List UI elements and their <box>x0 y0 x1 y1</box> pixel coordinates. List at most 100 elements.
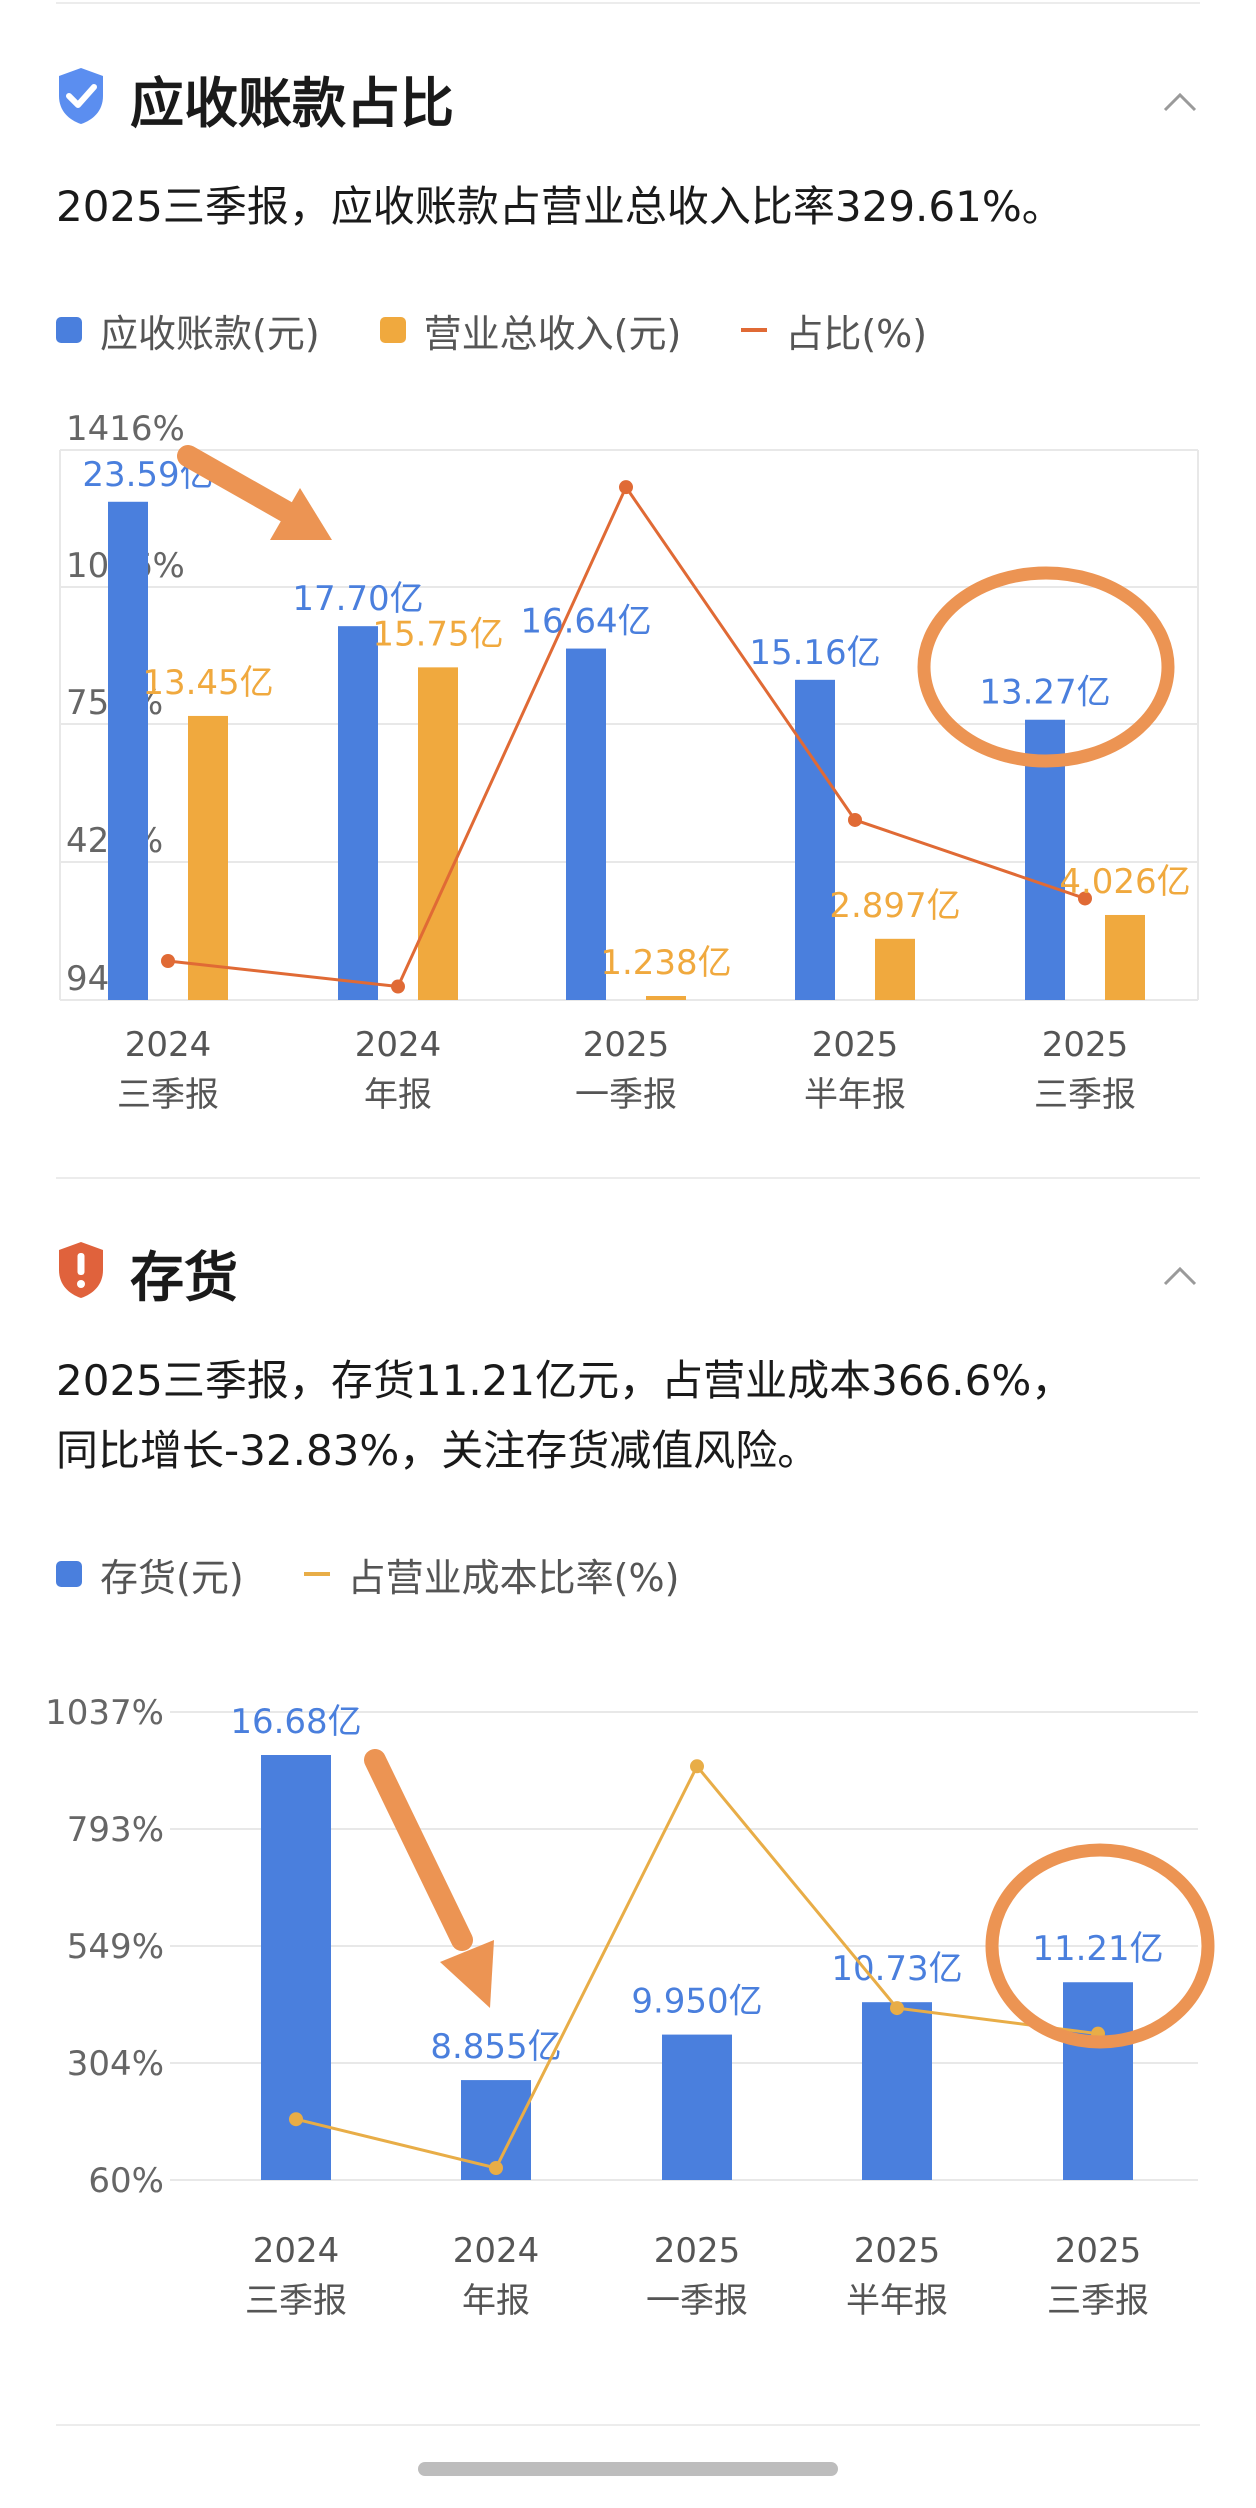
ratio-point <box>391 979 405 994</box>
ratio-point <box>1078 891 1092 906</box>
bar-inventory <box>862 2002 932 2180</box>
inv-collapse-chevron-icon[interactable] <box>1160 1256 1200 1296</box>
legend-label-ratio: 占比(%) <box>785 311 928 356</box>
annotation-arrow-shaft <box>364 1749 473 1951</box>
legend-label-revenue: 营业总收入(元) <box>423 311 682 356</box>
data-label-inventory: 10.73亿 <box>831 1949 962 1989</box>
data-label-revenue: 15.75亿 <box>372 614 503 654</box>
shield-check-icon <box>56 66 106 130</box>
x-tick-label-period: 年报 <box>364 1075 432 1115</box>
cost-ratio-point <box>489 2161 503 2175</box>
bar-inventory <box>662 2034 732 2180</box>
legend-swatch-revenue <box>379 317 406 343</box>
x-tick-label-period: 半年报 <box>804 1075 906 1115</box>
ar-section-title: 应收账款占比 <box>130 71 454 135</box>
legend-item-cost-ratio[interactable]: 占营业成本比率(%) <box>303 1547 680 1602</box>
annotation-arrow-head <box>440 1940 494 2008</box>
x-tick-label-year: 2024 <box>125 1025 212 1065</box>
annotation-arrow-shaft <box>177 445 303 526</box>
x-tick-label-period: 一季报 <box>646 2281 748 2321</box>
legend-label-inventory: 存货(元) <box>100 1555 244 1600</box>
legend-line-ratio <box>741 328 768 332</box>
inv-section-header[interactable]: 存货 <box>56 1236 238 1309</box>
bar-receivables <box>795 679 835 1000</box>
bar-revenue <box>1105 914 1145 1000</box>
x-tick-label-year: 2025 <box>583 1025 670 1065</box>
legend-label-cost-ratio: 占营业成本比率(%) <box>347 1555 680 1600</box>
bar-receivables <box>108 501 148 1000</box>
x-tick-label-year: 2025 <box>654 2231 741 2271</box>
y-tick-label: 60% <box>88 2161 164 2201</box>
data-label-revenue: 13.45亿 <box>142 663 273 703</box>
ratio-point <box>848 812 862 827</box>
bar-inventory <box>1063 1982 1133 2180</box>
annotation-circle <box>985 1843 1215 2049</box>
x-tick-label-year: 2024 <box>253 2231 340 2271</box>
data-label-receivables: 17.70亿 <box>292 579 423 619</box>
x-tick-label-period: 三季报 <box>117 1075 219 1115</box>
annotation-arrow-head <box>270 488 332 540</box>
section-divider <box>56 1177 1200 1179</box>
data-label-revenue: 1.238亿 <box>600 943 731 983</box>
y-tick-label: 793% <box>67 1810 164 1850</box>
bottom-divider <box>56 2424 1200 2426</box>
bar-inventory <box>261 1755 331 2180</box>
inventory-chart: 1037% 793% 549% 304% 60% 16.68亿 8.855亿 9.950亿 10… <box>45 1693 1215 2321</box>
y-tick-label: 1037% <box>45 1693 164 1733</box>
bar-revenue <box>875 938 915 1000</box>
ar-collapse-chevron-icon[interactable] <box>1160 82 1200 122</box>
bar-revenue <box>646 996 686 1000</box>
cost-ratio-point <box>890 2001 904 2016</box>
inv-summary-line-1: 2025三季报，存货11.21亿元，占营业成本366.6%， <box>56 1356 1074 1405</box>
ar-summary-text: 2025三季报，应收账款占营业总收入比率329.61%。 <box>56 182 1064 231</box>
bar-revenue <box>188 715 228 1000</box>
legend-swatch-inventory <box>56 1561 82 1587</box>
data-label-inventory: 9.950亿 <box>631 1982 762 2022</box>
x-tick-label-period: 三季报 <box>1047 2281 1149 2321</box>
legend-item-receivables[interactable]: 应收账款(元) <box>56 303 320 358</box>
cost-ratio-point <box>289 2112 303 2127</box>
home-indicator[interactable] <box>418 2462 838 2476</box>
cost-ratio-point <box>690 1759 704 1774</box>
data-label-revenue: 4.026亿 <box>1059 862 1190 902</box>
legend-swatch-receivables <box>56 317 82 343</box>
inv-summary-line-2: 同比增长-32.83%，关注存货减值风险。 <box>56 1426 820 1475</box>
x-tick-label-year: 2025 <box>1055 2231 1142 2271</box>
x-tick-label-period: 一季报 <box>575 1075 677 1115</box>
legend-item-ratio[interactable]: 占比(%) <box>741 303 927 358</box>
ratio-point <box>161 953 175 968</box>
legend-label-receivables: 应收账款(元) <box>100 311 320 356</box>
y-tick-label: 549% <box>67 1927 164 1967</box>
legend-item-revenue[interactable]: 营业总收入(元) <box>379 303 682 358</box>
y-tick-label: 304% <box>67 2044 164 2084</box>
x-tick-label-period: 三季报 <box>245 2281 347 2321</box>
x-tick-label-year: 2024 <box>355 1025 442 1065</box>
x-tick-label-period: 年报 <box>462 2281 530 2321</box>
bar-receivables <box>566 648 606 1000</box>
data-label-receivables: 15.16亿 <box>749 633 880 673</box>
x-tick-label-year: 2025 <box>854 2231 941 2271</box>
x-tick-label-year: 2024 <box>453 2231 540 2271</box>
annotation-circle <box>917 566 1175 768</box>
legend-line-cost-ratio <box>303 1572 330 1576</box>
shield-alert-icon <box>56 1240 106 1304</box>
ar-legend: 应收账款(元) 营业总收入(元) 占比(%) <box>56 302 987 358</box>
inv-legend: 存货(元) 占营业成本比率(%) <box>56 1546 739 1602</box>
x-tick-label-period: 三季报 <box>1034 1075 1136 1115</box>
top-divider <box>56 2 1200 4</box>
y-tick-label: 1416% <box>66 409 185 449</box>
inv-summary-text: 2025三季报，存货11.21亿元，占营业成本366.6%， 同比增长-32.8… <box>56 1346 1216 1486</box>
bar-revenue <box>418 667 458 1000</box>
data-label-inventory: 8.855亿 <box>430 2027 561 2067</box>
data-label-revenue: 2.897亿 <box>829 886 960 926</box>
data-label-receivables: 16.64亿 <box>520 602 651 642</box>
x-tick-label-period: 半年报 <box>846 2281 948 2321</box>
legend-item-inventory[interactable]: 存货(元) <box>56 1547 244 1602</box>
inv-section-title: 存货 <box>130 1245 238 1309</box>
ar-section-header[interactable]: 应收账款占比 <box>56 62 454 135</box>
data-label-inventory: 16.68亿 <box>230 1702 361 1742</box>
data-label-inventory: 11.21亿 <box>1032 1929 1163 1969</box>
ratio-point <box>619 480 633 495</box>
data-label-receivables: 13.27亿 <box>979 673 1110 713</box>
x-tick-label-year: 2025 <box>812 1025 899 1065</box>
